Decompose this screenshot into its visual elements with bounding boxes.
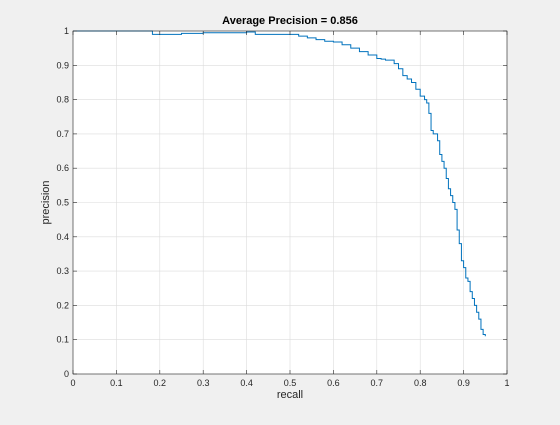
y-tick-label: 0.8 [56, 95, 69, 105]
x-tick-label: 0.7 [371, 378, 384, 388]
y-tick-label: 0.3 [56, 266, 69, 276]
ticks: 0 0.1 0.2 0.3 0.4 0.5 0.6 0.7 0.8 0.9 1 0 0.1 0.2 0.3 0… [56, 26, 509, 388]
x-tick-label: 0.9 [457, 378, 470, 388]
x-axis-label: recall [277, 389, 303, 401]
y-tick-label: 1 [64, 26, 69, 36]
x-tick-label: 0.8 [414, 378, 427, 388]
x-tick-label: 1 [504, 378, 509, 388]
x-tick-label: 0.5 [284, 378, 297, 388]
x-tick-label: 0 [70, 378, 75, 388]
x-tick-label: 0.1 [110, 378, 123, 388]
y-tick-label: 0.5 [56, 198, 69, 208]
y-tick-label: 0 [64, 369, 69, 379]
y-tick-label: 0.6 [56, 163, 69, 173]
y-tick-label: 0.1 [56, 335, 69, 345]
chart-title: Average Precision = 0.856 [222, 15, 358, 27]
pr-curve-line [73, 30, 486, 337]
y-tick-label: 0.4 [56, 232, 69, 242]
y-tick-label: 0.9 [56, 60, 69, 70]
series-layer [73, 30, 486, 337]
x-tick-label: 0.3 [197, 378, 210, 388]
x-tick-label: 0.4 [240, 378, 253, 388]
y-axis-label: precision [40, 180, 52, 224]
x-tick-label: 0.2 [154, 378, 167, 388]
y-tick-label: 0.2 [56, 300, 69, 310]
x-tick-label: 0.6 [327, 378, 340, 388]
y-tick-label: 0.7 [56, 129, 69, 139]
